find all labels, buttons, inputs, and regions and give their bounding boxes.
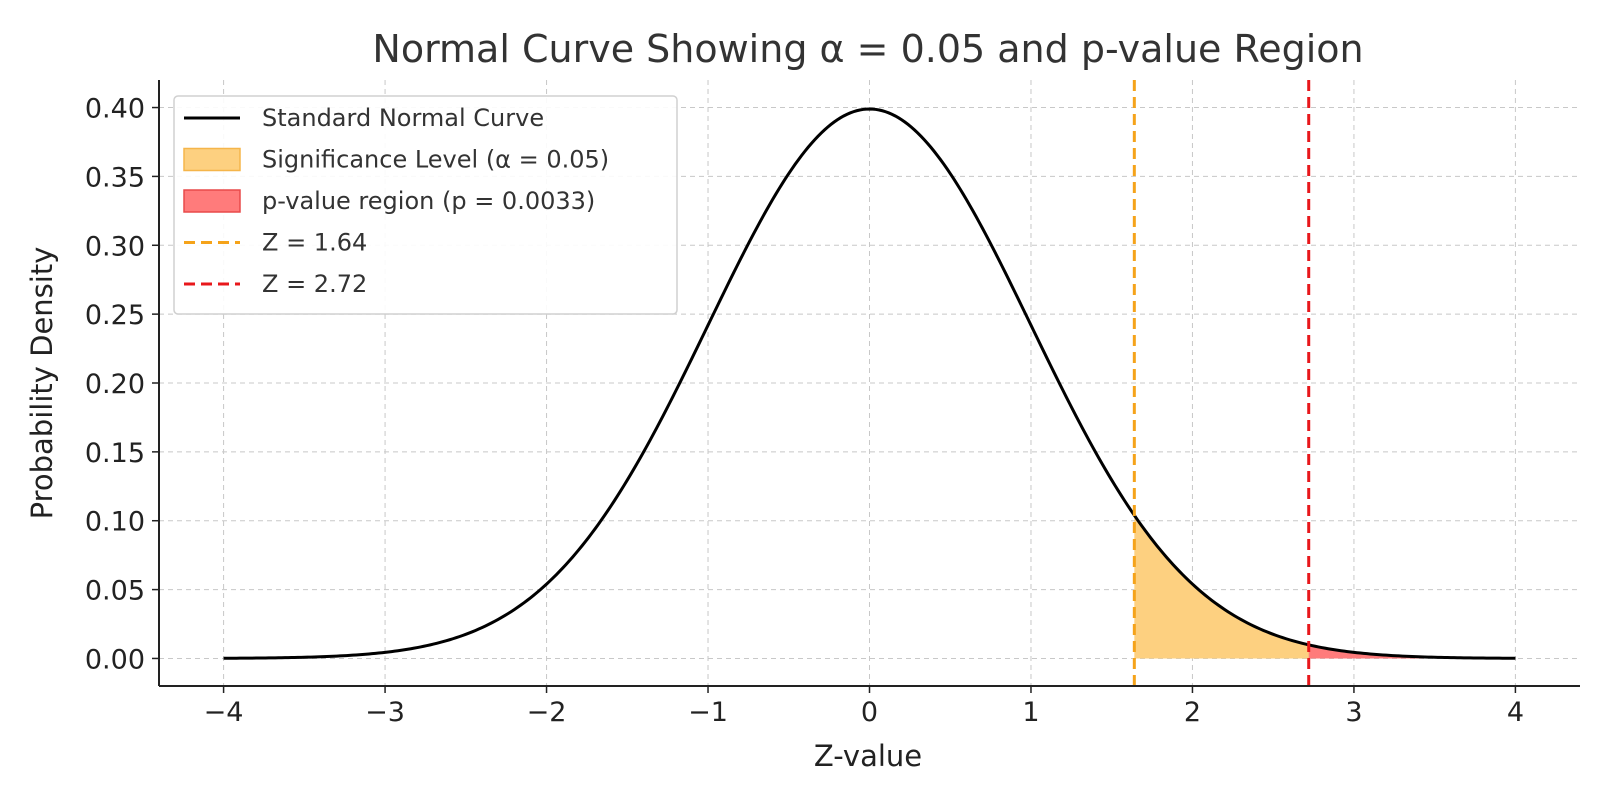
legend-box: [173, 95, 678, 315]
curve-layer: [223, 107, 1516, 660]
legend-swatch: [183, 147, 241, 172]
legend-item-p-value: p-value region (p = 0.0033): [183, 187, 595, 215]
x-tick-label: 2: [1184, 697, 1201, 728]
y-axis-ticks: 0.00 0.05 0.10 0.15 0.20 0.25 0.30 0.35 0.40: [85, 94, 159, 675]
y-tick-label: 0.20: [85, 369, 145, 400]
chart-title: Normal Curve Showing α = 0.05 and p-valu…: [372, 27, 1363, 71]
y-tick-label: 0.10: [85, 507, 145, 538]
legend: Standard Normal Curve Significance Level …: [173, 95, 678, 315]
legend-item-curve: Standard Normal Curve: [184, 104, 544, 132]
legend-item-significance: Significance Level (α = 0.05): [183, 146, 609, 174]
significance-region: [1134, 515, 1516, 659]
x-tick-label: −1: [688, 697, 728, 728]
legend-label: Z = 2.72: [262, 270, 367, 298]
y-tick-label: 0.05: [85, 576, 145, 607]
legend-item-z-observed: Z = 2.72: [184, 270, 367, 298]
x-tick-label: 0: [861, 697, 878, 728]
p-value-region: [1308, 644, 1516, 659]
y-tick-label: 0.35: [85, 162, 145, 193]
x-tick-label: −3: [365, 697, 405, 728]
x-axis-label: Z-value: [814, 739, 922, 773]
legend-item-z-critical: Z = 1.64: [184, 229, 367, 257]
y-tick-label: 0.25: [85, 300, 145, 331]
x-tick-label: 1: [1022, 697, 1039, 728]
legend-swatch: [183, 189, 241, 213]
x-tick-label: −2: [527, 697, 567, 728]
legend-label: Standard Normal Curve: [262, 104, 544, 132]
legend-label: Z = 1.64: [262, 229, 367, 257]
y-tick-label: 0.00: [85, 644, 145, 675]
shaded-regions: [1134, 515, 1516, 659]
x-tick-label: 3: [1345, 697, 1362, 728]
legend-label: Significance Level (α = 0.05): [262, 146, 609, 174]
standard-normal-curve: [223, 107, 1516, 660]
y-tick-label: 0.30: [85, 231, 145, 262]
y-tick-label: 0.15: [85, 438, 145, 469]
x-tick-label: 4: [1507, 697, 1524, 728]
legend-label: p-value region (p = 0.0033): [262, 187, 595, 215]
x-axis-ticks: −4 −3 −2 −1 0 1 2 3 4: [204, 686, 1524, 728]
y-tick-label: 0.40: [85, 94, 145, 125]
y-axis-label: Probability Density: [25, 247, 59, 520]
x-tick-label: −4: [204, 697, 244, 728]
